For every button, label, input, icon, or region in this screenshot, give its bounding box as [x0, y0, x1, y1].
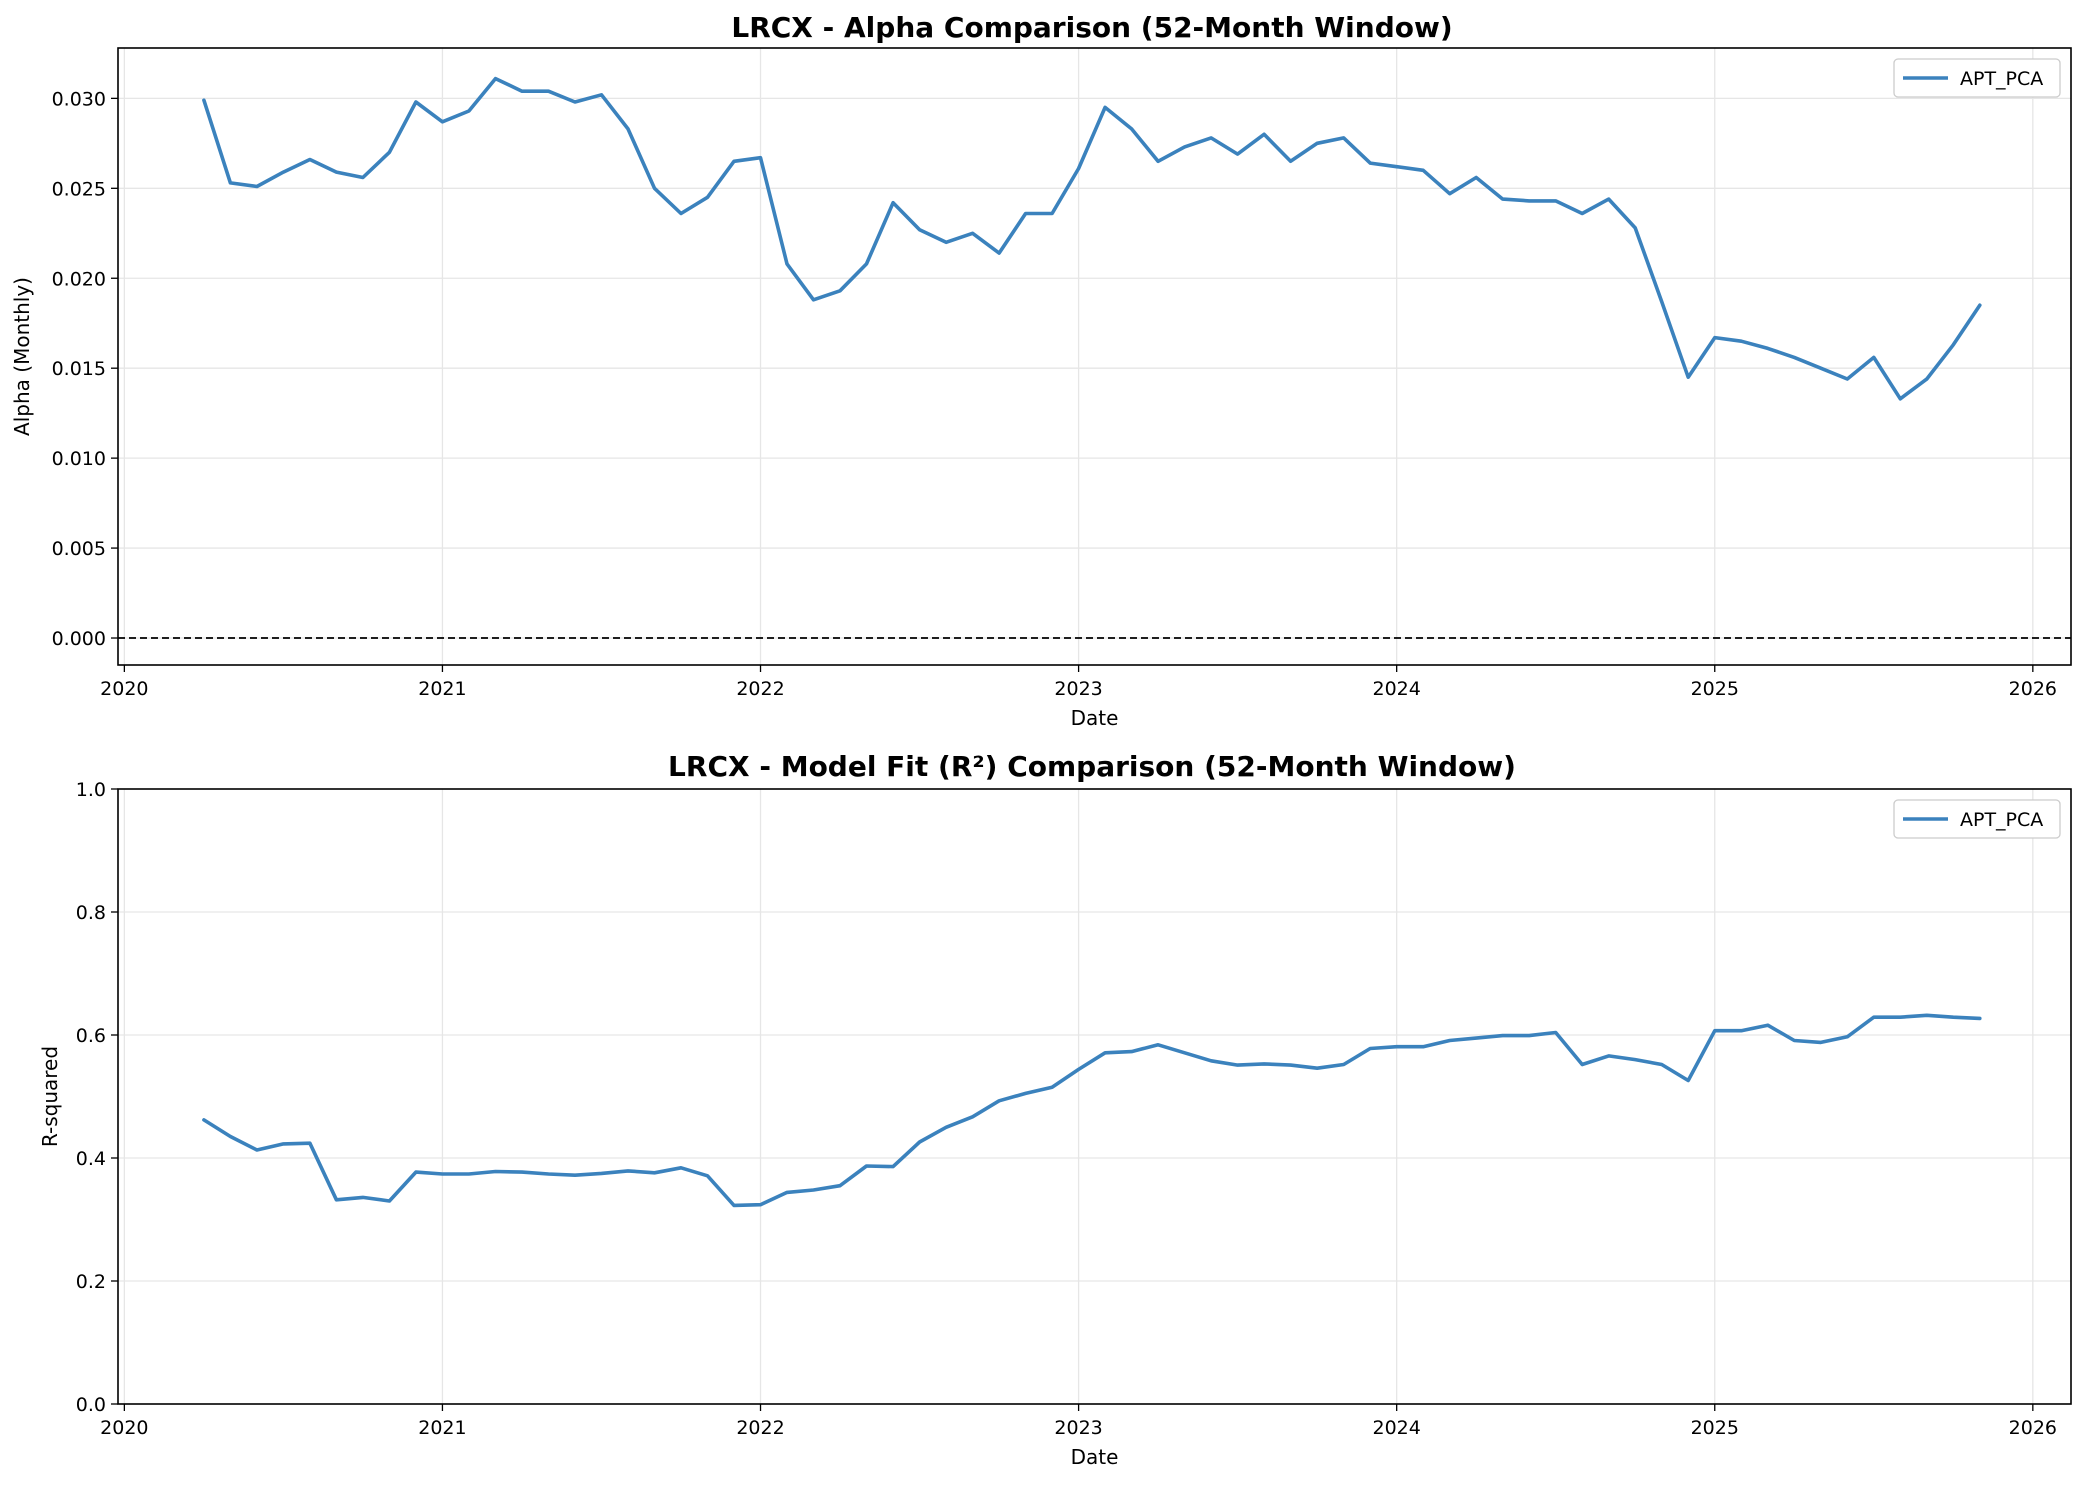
- alpha-chart-title: LRCX - Alpha Comparison (52-Month Window…: [731, 11, 1452, 44]
- rsquared-x-axis-label: Date: [1071, 1445, 1119, 1469]
- rsquared-y-axis: 0.0 0.2 0.4 0.6 0.8 1.0: [76, 779, 118, 1416]
- rsquared-y-tick-label-4: 0.8: [76, 902, 106, 924]
- alpha-legend: APT_PCA: [1893, 58, 2061, 98]
- rsquared-y-tick-label-2: 0.4: [76, 1148, 106, 1170]
- rsquared-x-tick-label-2025: 2025: [1691, 1417, 1739, 1439]
- rsquared-x-tick-label-2022: 2022: [736, 1417, 784, 1439]
- rsquared-x-tick-label-2026: 2026: [2009, 1417, 2057, 1439]
- alpha-y-axis-label: Alpha (Monthly): [10, 277, 34, 436]
- alpha-y-tick-label-1: 0.005: [52, 538, 106, 560]
- alpha-x-tick-label-2024: 2024: [1372, 678, 1420, 700]
- rsquared-y-tick-label-3: 0.6: [76, 1025, 106, 1047]
- rsquared-y-tick-label-5: 1.0: [76, 779, 106, 801]
- alpha-plot-frame: [117, 47, 2072, 666]
- rsquared-legend-label-apt-pca: APT_PCA: [1960, 809, 2043, 831]
- rsquared-legend: APT_PCA: [1893, 799, 2061, 839]
- rsquared-y-axis-label: R-squared: [38, 1046, 62, 1147]
- alpha-legend-label-apt-pca: APT_PCA: [1960, 68, 2043, 90]
- alpha-y-tick-label-3: 0.015: [52, 358, 106, 380]
- rsquared-chart-panel: LRCX - Model Fit (R²) Comparison (52-Mon…: [38, 750, 2072, 1469]
- alpha-series-line-apt-pca: [202, 76, 1982, 401]
- rsquared-x-tick-label-2024: 2024: [1372, 1417, 1420, 1439]
- rsquared-y-tick-label-0: 0.0: [76, 1394, 106, 1416]
- alpha-legend-box: [1893, 58, 2061, 98]
- alpha-x-tick-label-2021: 2021: [418, 678, 466, 700]
- rsquared-x-tick-label-2023: 2023: [1054, 1417, 1102, 1439]
- rsquared-plot-frame: [117, 788, 2072, 1405]
- rsquared-series-line-apt-pca: [202, 1013, 1982, 1208]
- alpha-y-tick-label-0: 0.000: [52, 628, 106, 650]
- alpha-y-tick-label-6: 0.030: [52, 88, 106, 110]
- alpha-chart-panel: LRCX - Alpha Comparison (52-Month Window…: [10, 11, 2072, 730]
- rsquared-legend-box: [1893, 799, 2061, 839]
- alpha-x-axis: 2020 2021 2022 2023 2024 2025 2026: [100, 665, 2057, 700]
- rsquared-x-tick-label-2021: 2021: [418, 1417, 466, 1439]
- alpha-x-tick-label-2023: 2023: [1054, 678, 1102, 700]
- rsquared-chart-title: LRCX - Model Fit (R²) Comparison (52-Mon…: [668, 750, 1516, 783]
- alpha-y-tick-label-4: 0.020: [52, 268, 106, 290]
- alpha-x-tick-label-2020: 2020: [100, 678, 148, 700]
- rsquared-y-tick-label-1: 0.2: [76, 1271, 106, 1293]
- alpha-y-axis: 0.000 0.005 0.010 0.015 0.020 0.025 0.030: [52, 88, 118, 650]
- alpha-x-tick-label-2026: 2026: [2009, 678, 2057, 700]
- alpha-y-tick-label-5: 0.025: [52, 178, 106, 200]
- rsquared-x-tick-label-2020: 2020: [100, 1417, 148, 1439]
- alpha-x-tick-label-2022: 2022: [736, 678, 784, 700]
- alpha-y-tick-label-2: 0.010: [52, 448, 106, 470]
- alpha-x-tick-label-2025: 2025: [1691, 678, 1739, 700]
- alpha-x-axis-label: Date: [1071, 706, 1119, 730]
- rsquared-x-axis: 2020 2021 2022 2023 2024 2025 2026: [100, 1404, 2057, 1439]
